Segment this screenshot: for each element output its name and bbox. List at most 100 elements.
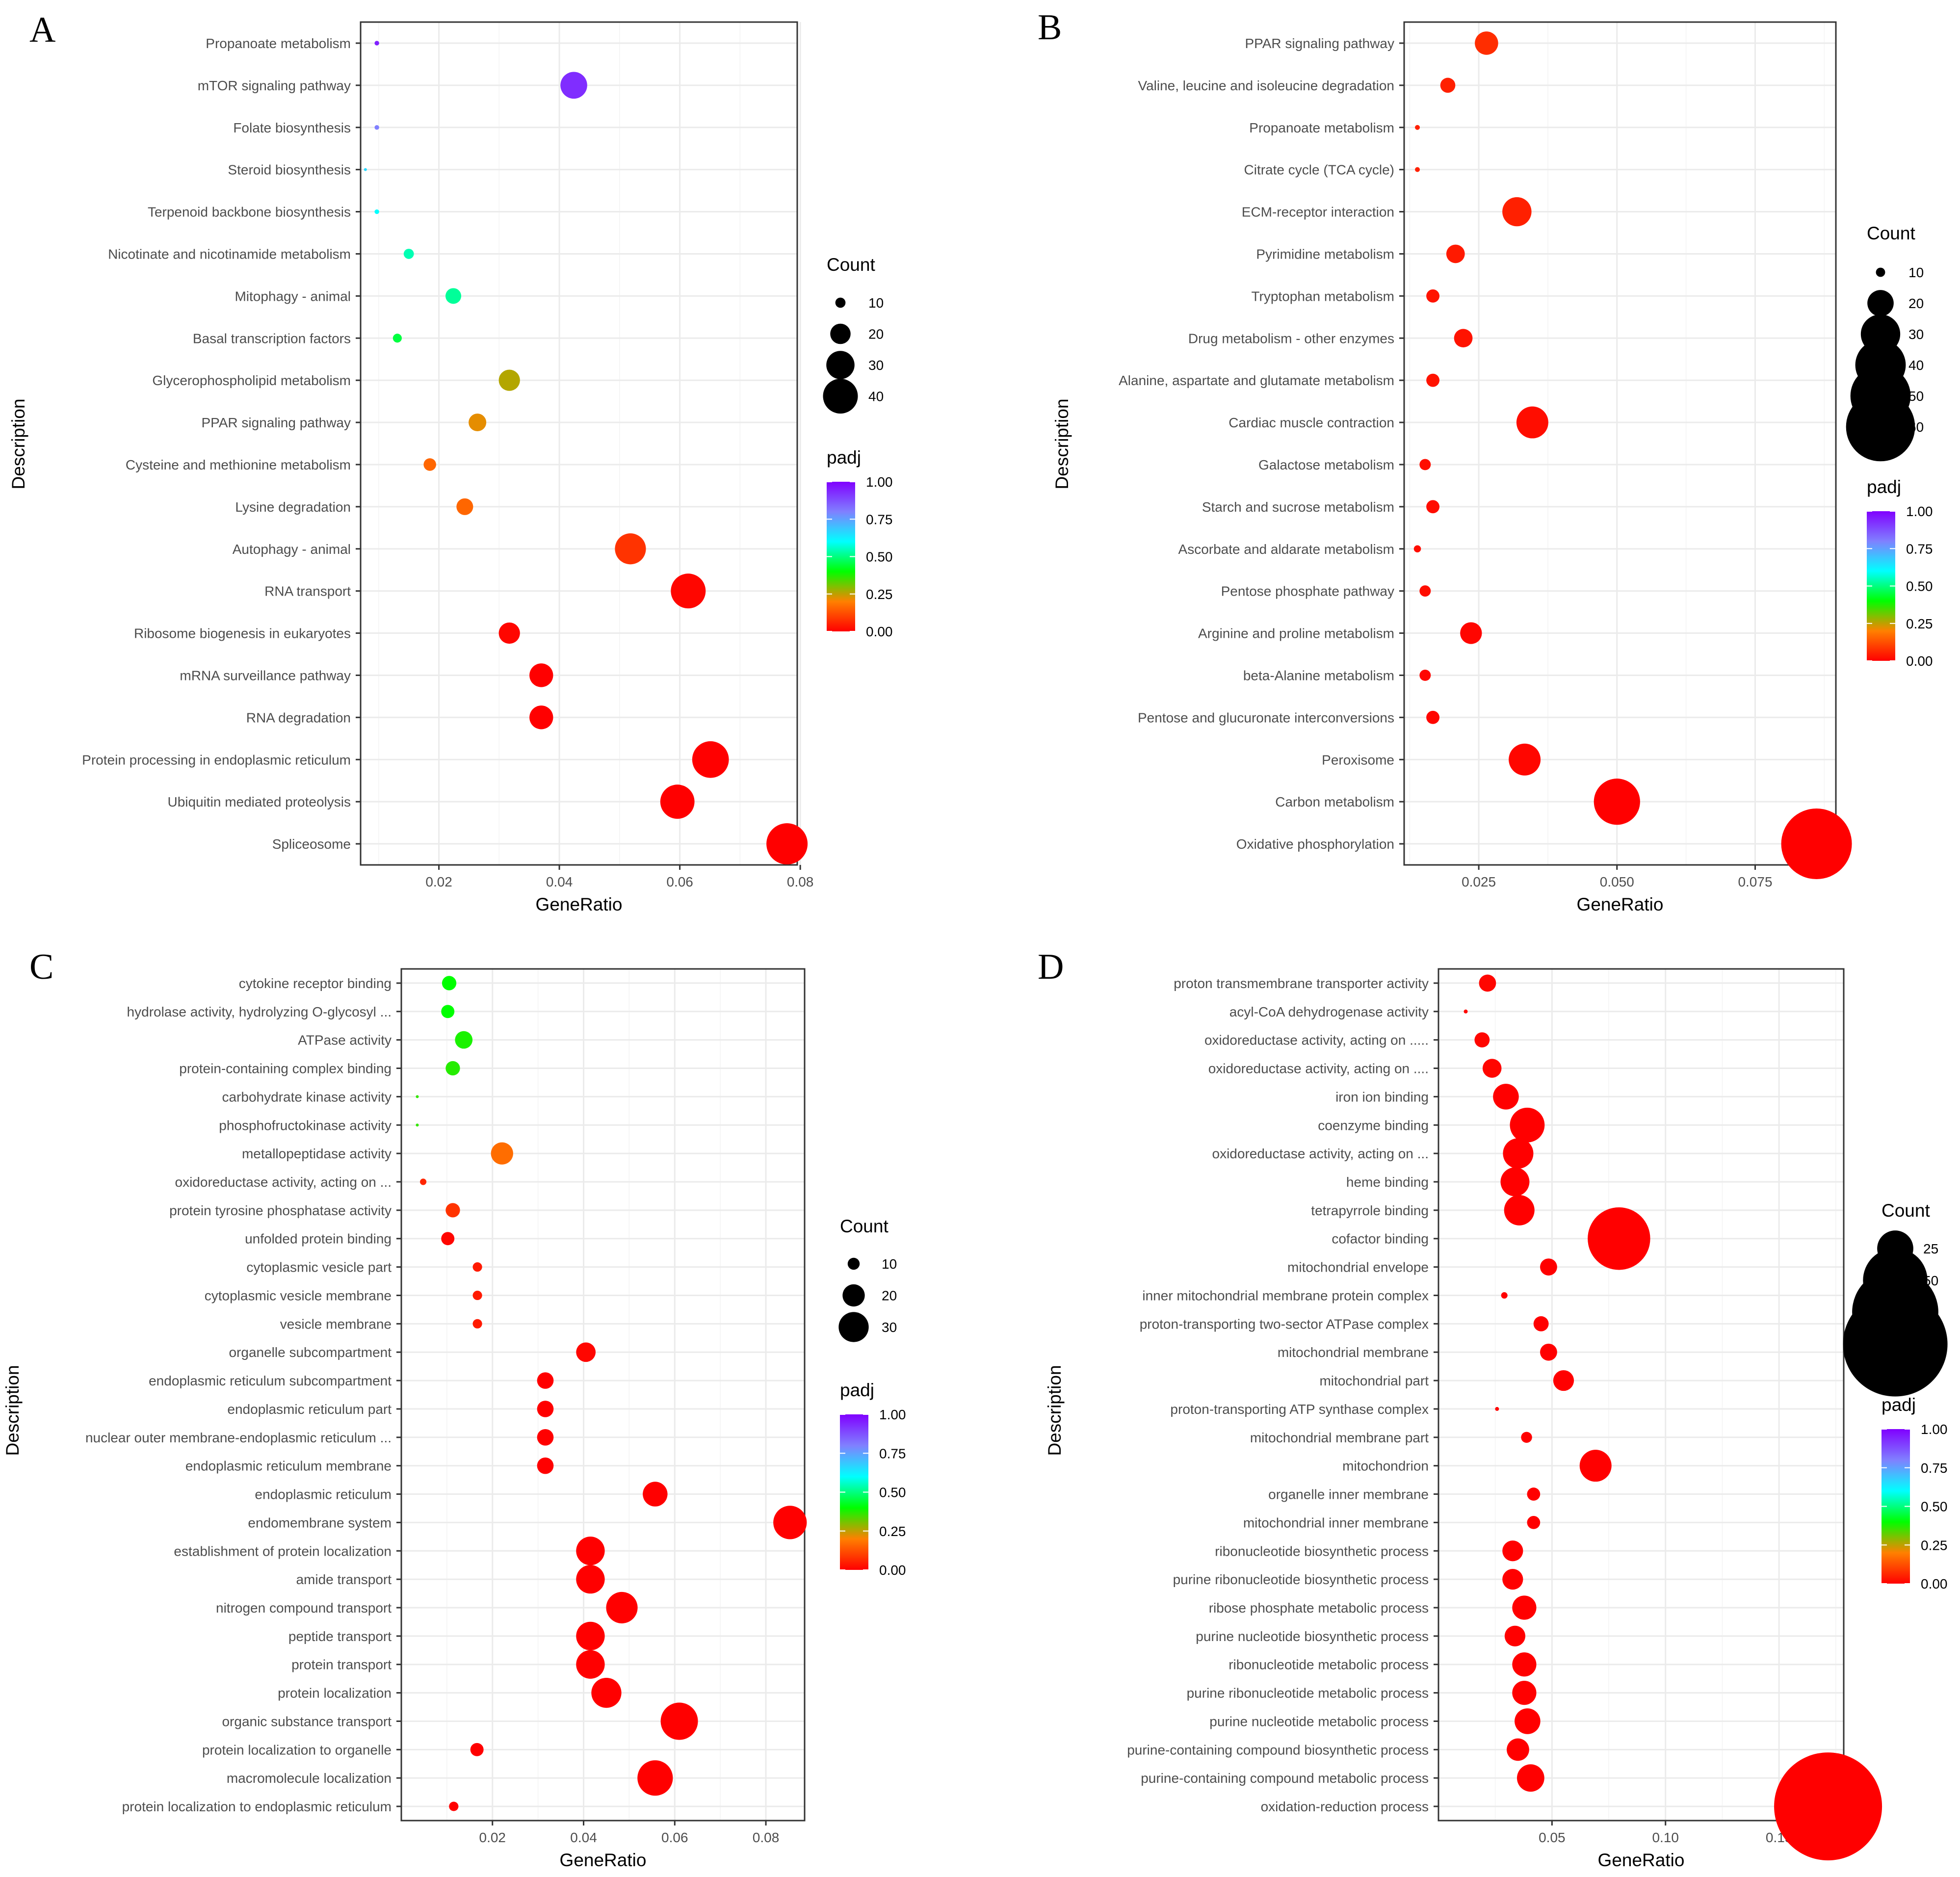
category-label: Arginine and proline metabolism bbox=[1198, 626, 1394, 641]
category-label: Alanine, aspartate and glutamate metabol… bbox=[1119, 373, 1394, 388]
padj-legend-label: 0.75 bbox=[1921, 1460, 1948, 1476]
padj-legend-label: 0.50 bbox=[879, 1485, 906, 1500]
count-legend-dot bbox=[838, 1312, 869, 1342]
data-point bbox=[606, 1591, 638, 1624]
count-legend-label: 40 bbox=[1908, 358, 1924, 373]
category-label: Terpenoid backbone biosynthesis bbox=[148, 205, 351, 220]
panel-letter: A bbox=[29, 10, 55, 50]
data-point bbox=[1516, 406, 1548, 439]
category-label: Starch and sucrose metabolism bbox=[1202, 499, 1394, 515]
data-point bbox=[403, 249, 414, 259]
data-point bbox=[671, 574, 706, 609]
data-point bbox=[1415, 167, 1420, 172]
data-point bbox=[576, 1537, 605, 1565]
category-label: Propanoate metabolism bbox=[1249, 120, 1394, 135]
category-label: purine nucleotide biosynthetic process bbox=[1196, 1629, 1429, 1644]
y-axis-title: Description bbox=[8, 398, 28, 489]
padj-legend-label: 0.25 bbox=[866, 587, 893, 602]
category-label: Basal transcription factors bbox=[193, 331, 351, 346]
count-legend-dot bbox=[842, 1284, 865, 1307]
data-point bbox=[1426, 500, 1440, 514]
data-point bbox=[470, 1743, 484, 1756]
data-point bbox=[529, 705, 553, 730]
category-label: mitochondrial membrane bbox=[1278, 1345, 1429, 1360]
data-point bbox=[469, 414, 487, 432]
category-label: Propanoate metabolism bbox=[206, 36, 351, 51]
category-label: Pentose phosphate pathway bbox=[1221, 584, 1394, 599]
category-label: unfolded protein binding bbox=[245, 1231, 392, 1247]
x-tick-label: 0.075 bbox=[1738, 874, 1772, 889]
category-label: organelle subcompartment bbox=[229, 1345, 392, 1360]
padj-legend-label: 0.25 bbox=[879, 1524, 906, 1539]
category-label: vesicle membrane bbox=[280, 1316, 392, 1331]
category-label: nitrogen compound transport bbox=[216, 1600, 392, 1616]
category-label: coenzyme binding bbox=[1318, 1118, 1429, 1133]
data-point bbox=[1527, 1516, 1541, 1529]
x-tick-label: 0.08 bbox=[787, 874, 814, 889]
data-point bbox=[1413, 545, 1421, 553]
category-label: Cysteine and methionine metabolism bbox=[126, 457, 351, 472]
x-tick-label: 0.05 bbox=[1539, 1830, 1566, 1845]
count-legend-dot bbox=[823, 378, 858, 414]
padj-legend-label: 0.75 bbox=[1906, 541, 1933, 556]
category-label: mitochondrion bbox=[1342, 1459, 1429, 1474]
category-label: iron ion binding bbox=[1335, 1089, 1429, 1104]
count-legend-label: 30 bbox=[1908, 327, 1924, 342]
data-point bbox=[1503, 1138, 1534, 1169]
category-label: oxidation-reduction process bbox=[1261, 1799, 1429, 1814]
data-point bbox=[1415, 125, 1420, 130]
category-label: mTOR signaling pathway bbox=[198, 78, 351, 93]
padj-legend-label: 0.50 bbox=[1921, 1499, 1948, 1514]
padj-legend-label: 1.00 bbox=[879, 1407, 906, 1422]
category-label: protein tyrosine phosphatase activity bbox=[169, 1203, 392, 1218]
data-point bbox=[537, 1429, 554, 1446]
data-point bbox=[364, 168, 367, 171]
padj-legend-title: padj bbox=[827, 447, 861, 468]
category-label: cofactor binding bbox=[1332, 1231, 1429, 1247]
padj-legend-title: padj bbox=[1867, 477, 1901, 497]
category-label: oxidoreductase activity, acting on .... bbox=[1208, 1061, 1429, 1076]
data-point bbox=[455, 1031, 473, 1049]
data-point bbox=[1502, 197, 1532, 227]
data-point bbox=[660, 1702, 698, 1740]
category-label: protein localization to organelle bbox=[202, 1742, 392, 1757]
category-label: mitochondrial part bbox=[1319, 1373, 1429, 1388]
category-label: RNA transport bbox=[264, 584, 351, 599]
data-point bbox=[441, 1232, 455, 1246]
category-label: purine nucleotide metabolic process bbox=[1209, 1714, 1429, 1729]
count-legend-label: 40 bbox=[868, 389, 884, 404]
data-point bbox=[1579, 1450, 1612, 1482]
data-point bbox=[1515, 1708, 1541, 1734]
category-label: Ubiquitin mediated proteolysis bbox=[167, 794, 351, 809]
category-label: tetrapyrrole binding bbox=[1311, 1203, 1429, 1218]
data-point bbox=[472, 1262, 482, 1272]
count-legend-title: Count bbox=[840, 1216, 889, 1236]
data-point bbox=[660, 784, 695, 819]
category-label: cytoplasmic vesicle membrane bbox=[205, 1288, 392, 1303]
category-label: Citrate cycle (TCA cycle) bbox=[1244, 162, 1395, 178]
category-label: Ribosome biogenesis in eukaryotes bbox=[134, 626, 351, 641]
data-point bbox=[1501, 1292, 1508, 1299]
category-label: RNA degradation bbox=[246, 710, 351, 725]
category-label: metallopeptidase activity bbox=[242, 1146, 392, 1161]
x-axis-title: GeneRatio bbox=[536, 894, 623, 914]
data-point bbox=[692, 741, 729, 778]
count-legend-dot bbox=[1843, 1292, 1948, 1397]
data-point bbox=[1419, 669, 1431, 681]
plot-frame bbox=[360, 21, 798, 866]
category-label: endoplasmic reticulum part bbox=[227, 1402, 392, 1417]
category-label: macromolecule localization bbox=[227, 1771, 392, 1786]
data-point bbox=[1502, 1569, 1523, 1590]
category-label: ribonucleotide biosynthetic process bbox=[1215, 1543, 1429, 1559]
x-tick-label: 0.02 bbox=[479, 1830, 506, 1845]
data-point bbox=[1507, 1738, 1529, 1761]
data-point bbox=[576, 1621, 605, 1651]
category-label: Steroid biosynthesis bbox=[228, 162, 351, 178]
data-point bbox=[1594, 779, 1640, 825]
category-label: oxidoreductase activity, acting on ... bbox=[175, 1174, 392, 1190]
category-label: endoplasmic reticulum subcompartment bbox=[149, 1373, 392, 1388]
data-point bbox=[1475, 31, 1498, 55]
